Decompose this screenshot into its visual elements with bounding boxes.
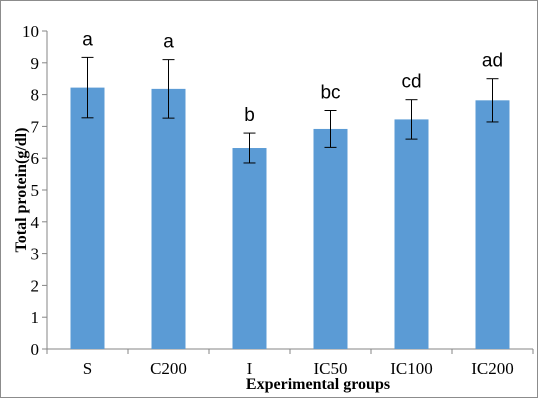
y-tick-label: 10 (22, 22, 39, 41)
x-category-label: C200 (150, 359, 187, 378)
x-category-label: IC100 (390, 359, 433, 378)
x-category-label: S (83, 359, 92, 378)
y-tick-label: 1 (31, 308, 40, 327)
x-category-label: IC50 (314, 359, 348, 378)
y-tick-label: 2 (31, 276, 40, 295)
bar-ic100 (394, 119, 429, 350)
significance-label: cd (401, 72, 421, 93)
y-tick-label: 6 (31, 149, 40, 168)
y-tick-label: 0 (31, 340, 40, 359)
significance-label: b (244, 105, 255, 126)
significance-labels: a a b bc cd ad (82, 29, 503, 126)
y-axis-title: Total protein(g/dl) (13, 128, 30, 253)
bar-s (70, 87, 105, 349)
bar-ic50 (313, 128, 348, 349)
error-bars (81, 56, 499, 164)
y-tick-label: 9 (31, 54, 40, 73)
x-category-label: I (247, 359, 253, 378)
bar-ic200 (475, 100, 510, 349)
y-tick-label: 4 (31, 213, 40, 232)
y-axis: 0 1 2 3 4 5 6 7 8 9 10 (22, 22, 48, 359)
x-axis: S C200 I IC50 IC100 IC200 (46, 348, 534, 378)
bar-i (232, 148, 267, 349)
x-axis-title: Experimental groups (246, 376, 390, 393)
y-tick-label: 5 (31, 181, 40, 200)
significance-label: a (82, 29, 93, 50)
x-category-label: IC200 (471, 359, 514, 378)
significance-label: ad (482, 51, 503, 72)
significance-label: bc (320, 83, 340, 104)
y-tick-label: 3 (31, 245, 40, 264)
bars (70, 87, 510, 350)
significance-label: a (163, 32, 174, 53)
y-tick-label: 8 (31, 86, 40, 105)
y-tick-label: 7 (31, 117, 40, 136)
bar-c200 (151, 88, 186, 349)
